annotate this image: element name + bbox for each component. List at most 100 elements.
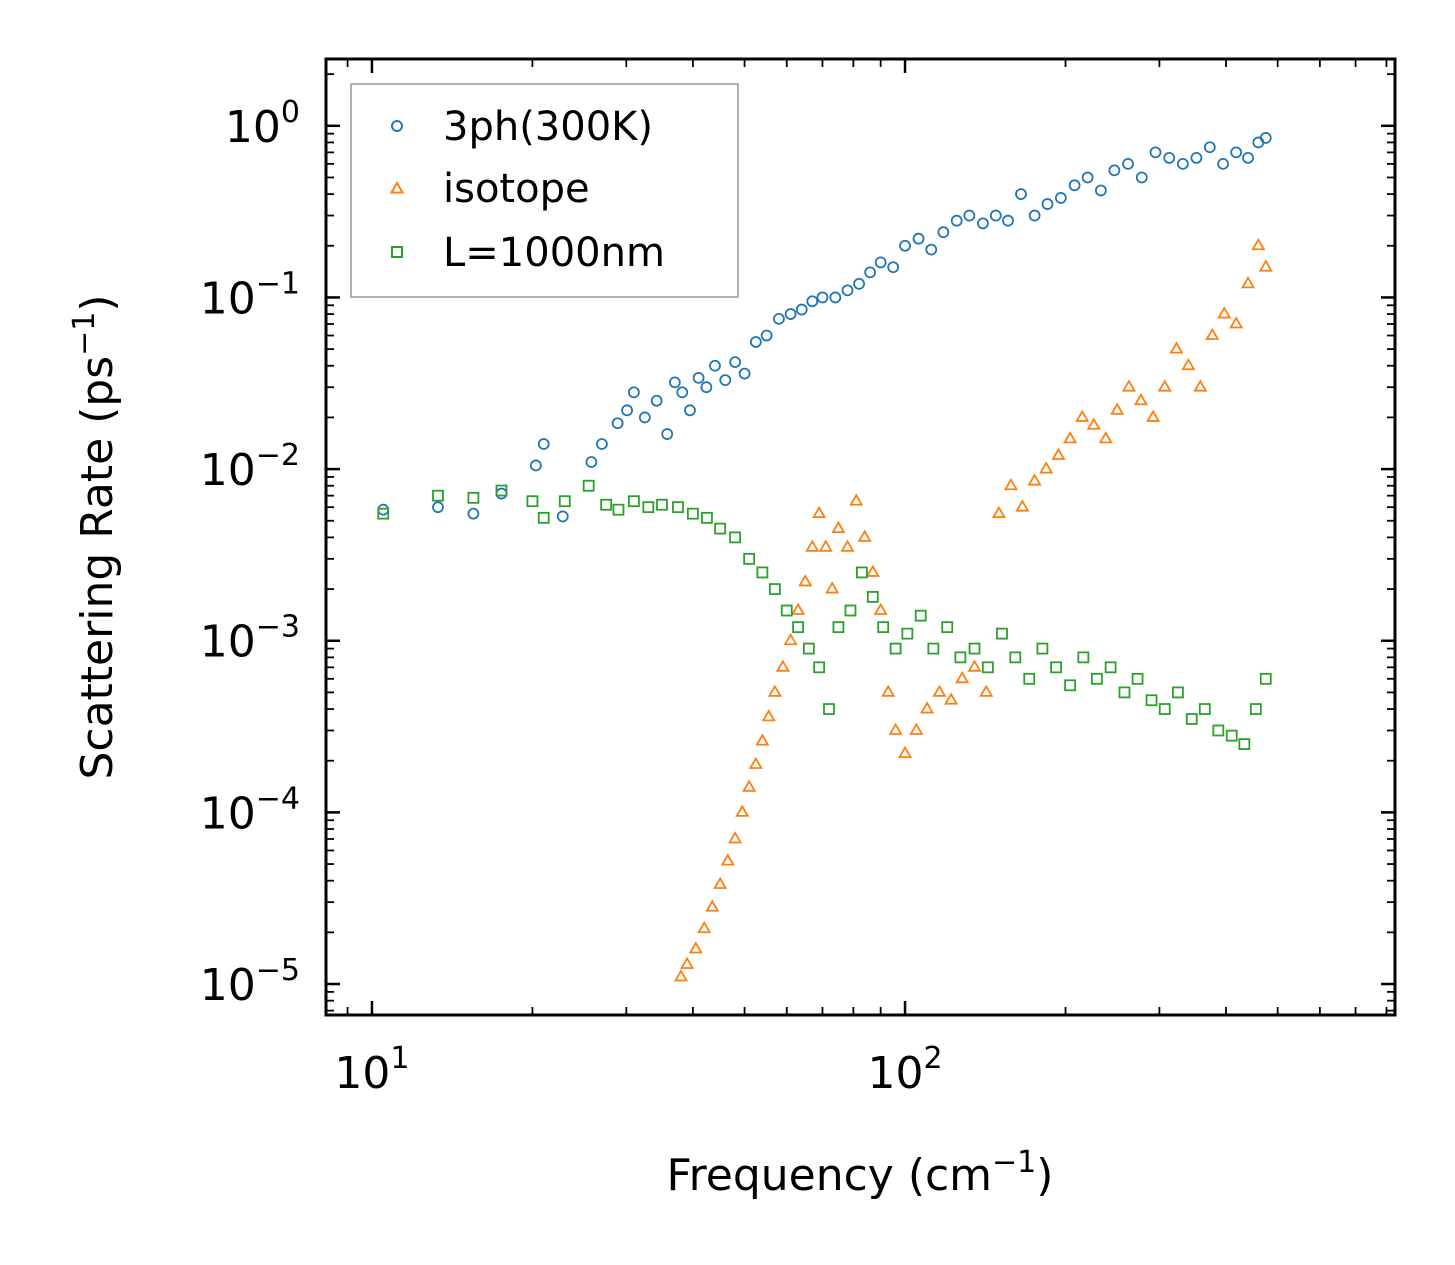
point-isotope [897,745,913,759]
point-l1000nm [526,495,539,508]
legend: 3ph(300K) isotope L=1000nm [350,83,739,298]
series-3ph [377,132,1272,523]
point-isotope [1133,392,1148,406]
point-3ph [853,277,865,290]
point-l1000nm [914,609,927,622]
point-isotope [791,602,806,615]
point-3ph [841,284,854,297]
y-tick-exp: −1 [256,266,300,301]
point-isotope [1181,357,1196,371]
point-l1000nm [1198,703,1211,715]
point-l1000nm [954,651,967,664]
point-3ph [1259,132,1272,144]
point-3ph [432,501,444,514]
point-l1000nm [832,621,845,634]
point-3ph [738,367,751,380]
point-3ph [977,217,989,230]
y-tick-label: 10−2 [200,438,300,496]
point-l1000nm [769,583,781,595]
point-isotope [1027,473,1042,486]
point-isotope [1039,461,1054,474]
point-isotope [967,659,982,672]
point-isotope [1146,409,1161,422]
point-3ph [596,438,608,450]
point-3ph [1252,136,1265,149]
point-3ph [829,291,842,304]
point-isotope [1003,477,1019,491]
point-3ph [709,359,721,372]
point-3ph [537,438,550,450]
point-3ph [692,371,705,384]
point-isotope [840,539,855,552]
point-3ph [638,411,651,424]
point-3ph [1054,192,1067,204]
point-isotope [1098,431,1113,444]
point-3ph [1094,184,1107,197]
point-l1000nm [792,621,804,634]
legend-label-isotope: isotope [443,166,590,212]
point-isotope [1258,259,1273,272]
point-l1000nm [627,495,640,508]
point-3ph [773,312,785,325]
point-isotope [909,722,924,735]
series-isotope [673,237,1273,982]
point-3ph [661,428,674,440]
point-isotope [881,684,896,697]
point-3ph [1135,171,1148,184]
point-3ph [749,336,762,348]
point-isotope [991,505,1006,519]
point-l1000nm [813,661,826,674]
legend-entry-l1000nm: L=1000nm [391,230,665,276]
legend-entry-isotope: isotope [389,166,590,212]
y-tick-exp: −5 [256,953,300,988]
point-3ph [1068,179,1081,192]
point-isotope [932,684,947,697]
point-l1000nm [701,511,713,524]
point-l1000nm [1036,642,1049,655]
y-tick-base: 10 [200,788,256,839]
x-tick-base: 10 [334,1048,390,1099]
y-tick-exp: 0 [281,95,300,130]
point-l1000nm [537,511,550,524]
point-isotope [1241,276,1256,289]
data-layer [377,132,1273,982]
point-3ph [1190,152,1203,164]
point-3ph [556,510,569,523]
point-l1000nm [844,604,857,617]
point-isotope [865,564,880,577]
point-isotope [1110,402,1125,415]
point-l1000nm [856,566,868,579]
point-l1000nm [432,489,444,502]
point-isotope [1169,341,1184,354]
point-3ph [529,459,542,472]
x-axis-title: Frequency (cm−1) [667,1145,1054,1201]
y-axis-title-sup: −1 [67,312,102,356]
point-3ph [925,243,938,256]
point-isotope [1157,379,1172,392]
point-l1000nm [1145,694,1158,707]
point-isotope [783,632,798,646]
point-3ph [1041,198,1054,210]
legend-marker-isotope [389,181,405,194]
point-isotope [705,899,720,912]
plot-frame [324,57,1397,1017]
point-l1000nm [1238,738,1251,750]
point-l1000nm [1023,672,1036,685]
point-isotope [888,722,903,735]
point-3ph [937,226,950,239]
legend-box [350,83,739,298]
point-l1000nm [729,531,742,544]
point-l1000nm [1077,651,1090,664]
point-3ph [1002,214,1014,227]
point-isotope [775,659,790,672]
point-l1000nm [672,501,684,514]
x-tick-label: 102 [867,1041,942,1099]
point-isotope [1193,379,1208,392]
point-isotope [761,709,776,722]
point-isotope [742,779,757,792]
point-isotope [979,684,994,697]
y-tick-base: 10 [200,273,256,324]
point-isotope [1015,499,1030,512]
point-isotope [1229,316,1244,329]
x-tick-exp: 2 [923,1041,942,1076]
